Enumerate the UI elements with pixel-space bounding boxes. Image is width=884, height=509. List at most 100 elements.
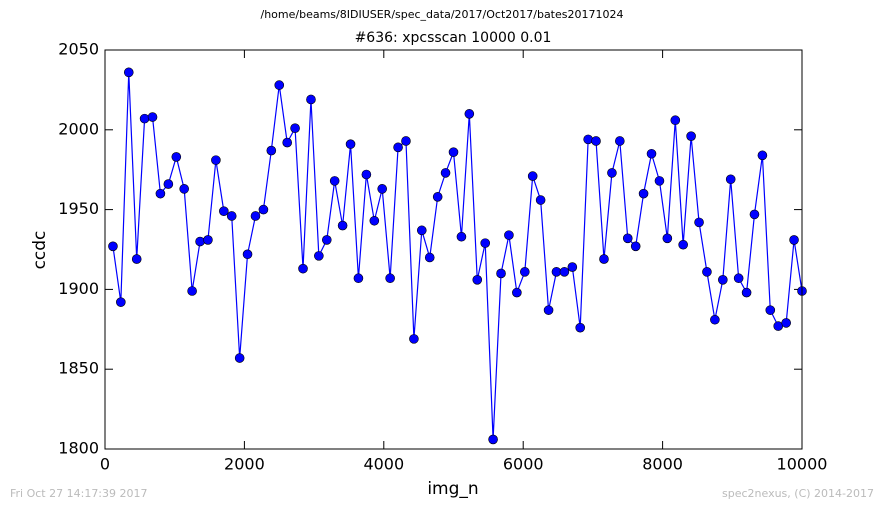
data-point — [179, 184, 189, 194]
data-point — [527, 171, 538, 181]
data-point — [219, 206, 229, 216]
data-point — [203, 235, 213, 245]
data-point — [615, 136, 625, 146]
data-point — [195, 236, 205, 247]
data-point — [749, 209, 760, 220]
suptitle: /home/beams/8IDIUSER/spec_data/2017/Oct2… — [261, 8, 624, 21]
data-point — [250, 211, 261, 221]
data-point — [789, 235, 799, 245]
data-point — [725, 174, 736, 185]
y-axis-label: ccdc — [30, 231, 50, 270]
data-point — [321, 235, 332, 245]
data-point — [670, 115, 681, 126]
data-point — [567, 262, 578, 272]
data-point — [258, 204, 269, 215]
data-point — [171, 152, 182, 162]
data-point — [622, 233, 633, 244]
data-point — [543, 305, 554, 315]
data-point — [757, 150, 768, 161]
data-point — [686, 131, 696, 141]
data-point — [234, 353, 245, 363]
x-tick-label: 2000 — [224, 455, 265, 474]
data-point — [345, 139, 356, 149]
data-point — [385, 273, 395, 284]
data-point — [131, 254, 142, 264]
data-point — [488, 434, 498, 445]
data-point — [424, 252, 435, 263]
data-point — [520, 267, 530, 277]
data-point — [591, 136, 601, 146]
data-point — [741, 287, 752, 298]
y-tick-label: 1950 — [58, 199, 99, 218]
data-point — [116, 297, 126, 307]
data-point — [535, 195, 546, 205]
data-point — [329, 176, 340, 186]
data-point — [710, 314, 720, 325]
data-point — [440, 168, 451, 178]
x-tick-label: 0 — [100, 455, 110, 474]
y-tick-label: 1900 — [58, 279, 99, 298]
data-point — [314, 251, 324, 261]
x-tick-label: 10000 — [777, 455, 828, 474]
data-point — [139, 113, 150, 124]
data-point — [274, 80, 285, 90]
data-point — [662, 233, 673, 244]
chart-title: #636: xpcsscan 10000 0.01 — [355, 30, 552, 46]
data-point — [559, 267, 570, 277]
data-point — [448, 147, 459, 157]
data-point — [781, 318, 791, 328]
data-point — [108, 241, 118, 252]
data-point — [401, 136, 411, 146]
data-point — [409, 334, 419, 344]
data-point — [377, 184, 387, 194]
x-tick-label: 8000 — [642, 455, 683, 474]
data-point — [163, 179, 174, 189]
data-point — [337, 220, 348, 231]
data-point — [630, 241, 641, 252]
x-tick-label: 6000 — [503, 455, 544, 474]
data-point — [226, 211, 237, 221]
data-point — [282, 137, 292, 148]
data-point — [432, 192, 443, 202]
data-point — [512, 287, 522, 298]
footer-left: Fri Oct 27 14:17:39 2017 — [10, 487, 148, 500]
data-point — [599, 254, 609, 264]
data-point — [353, 273, 364, 284]
data-point — [638, 188, 649, 199]
data-point — [646, 148, 657, 159]
data-point — [583, 134, 593, 145]
data-point — [607, 168, 617, 178]
data-point — [155, 188, 166, 199]
data-point — [290, 123, 300, 134]
data-point — [361, 169, 372, 180]
y-tick-label: 1850 — [58, 359, 99, 378]
data-point — [702, 267, 712, 277]
data-point — [654, 176, 665, 186]
data-point — [678, 239, 688, 250]
data-point — [575, 322, 586, 333]
data-point — [733, 273, 744, 284]
plot-frame — [104, 49, 803, 450]
y-tick-label: 1800 — [58, 439, 99, 458]
data-point — [147, 112, 158, 122]
x-axis-label: img_n — [427, 479, 478, 499]
data-point — [694, 217, 704, 228]
data-point — [306, 94, 316, 105]
data-point — [369, 215, 380, 226]
data-point — [718, 275, 728, 285]
data-point — [298, 263, 308, 274]
x-tick-label: 4000 — [363, 455, 404, 474]
data-point — [765, 305, 776, 315]
data-point — [123, 67, 134, 78]
data-point — [393, 142, 403, 153]
data-point — [416, 225, 427, 236]
data-point — [266, 145, 277, 156]
data-point — [504, 230, 514, 240]
y-tick-label: 2000 — [58, 119, 99, 138]
footer-right: spec2nexus, (C) 2014-2017 — [722, 487, 874, 500]
data-point — [242, 249, 253, 260]
data-point — [211, 155, 221, 165]
data-point — [456, 231, 467, 242]
